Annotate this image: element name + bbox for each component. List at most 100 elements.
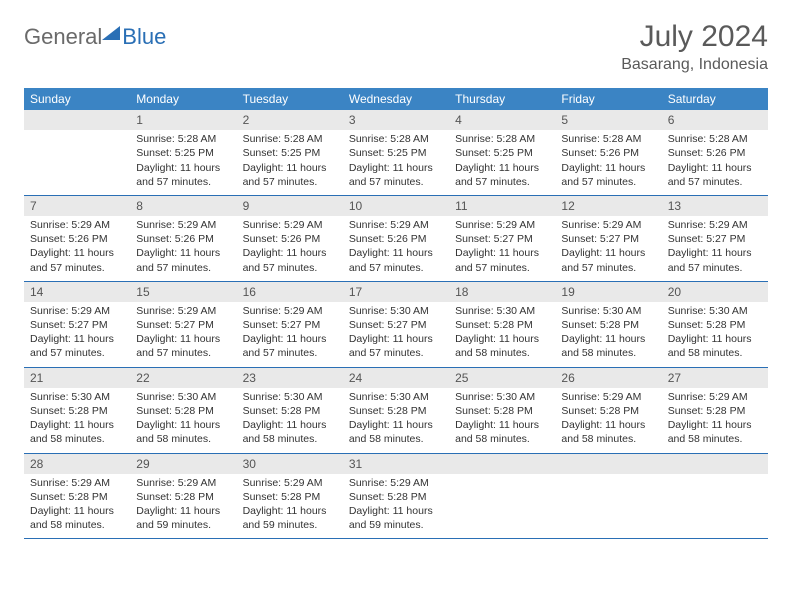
day-number: 15: [130, 281, 236, 302]
daylight-text: Daylight: 11 hours and 57 minutes.: [136, 246, 230, 274]
sunset-text: Sunset: 5:28 PM: [455, 404, 549, 418]
sunrise-text: Sunrise: 5:29 AM: [349, 218, 443, 232]
daylight-text: Daylight: 11 hours and 58 minutes.: [455, 418, 549, 446]
daylight-text: Daylight: 11 hours and 58 minutes.: [668, 332, 762, 360]
day-cell: Sunrise: 5:30 AMSunset: 5:28 PMDaylight:…: [343, 388, 449, 453]
sunset-text: Sunset: 5:26 PM: [136, 232, 230, 246]
day-cell: Sunrise: 5:29 AMSunset: 5:26 PMDaylight:…: [343, 216, 449, 281]
day-cell: Sunrise: 5:29 AMSunset: 5:26 PMDaylight:…: [130, 216, 236, 281]
data-row: Sunrise: 5:29 AMSunset: 5:27 PMDaylight:…: [24, 302, 768, 367]
sunrise-text: Sunrise: 5:29 AM: [243, 304, 337, 318]
day-number: 16: [237, 281, 343, 302]
day-cell: Sunrise: 5:28 AMSunset: 5:26 PMDaylight:…: [555, 130, 661, 195]
sunset-text: Sunset: 5:28 PM: [349, 404, 443, 418]
sunrise-text: Sunrise: 5:28 AM: [136, 132, 230, 146]
day-number: 22: [130, 367, 236, 388]
calendar-body: 123456Sunrise: 5:28 AMSunset: 5:25 PMDay…: [24, 110, 768, 539]
day-number: 26: [555, 367, 661, 388]
sunset-text: Sunset: 5:28 PM: [561, 318, 655, 332]
day-cell: Sunrise: 5:29 AMSunset: 5:28 PMDaylight:…: [237, 474, 343, 539]
daylight-text: Daylight: 11 hours and 58 minutes.: [349, 418, 443, 446]
day-number: [24, 110, 130, 130]
daylight-text: Daylight: 11 hours and 57 minutes.: [243, 332, 337, 360]
daylight-text: Daylight: 11 hours and 58 minutes.: [668, 418, 762, 446]
day-cell: Sunrise: 5:29 AMSunset: 5:28 PMDaylight:…: [130, 474, 236, 539]
sunrise-text: Sunrise: 5:30 AM: [561, 304, 655, 318]
daylight-text: Daylight: 11 hours and 57 minutes.: [136, 161, 230, 189]
day-header: Friday: [555, 88, 661, 110]
sunrise-text: Sunrise: 5:29 AM: [136, 218, 230, 232]
daylight-text: Daylight: 11 hours and 58 minutes.: [455, 332, 549, 360]
sunrise-text: Sunrise: 5:29 AM: [668, 218, 762, 232]
data-row: Sunrise: 5:30 AMSunset: 5:28 PMDaylight:…: [24, 388, 768, 453]
sunrise-text: Sunrise: 5:29 AM: [136, 304, 230, 318]
sunset-text: Sunset: 5:26 PM: [30, 232, 124, 246]
sunset-text: Sunset: 5:28 PM: [668, 318, 762, 332]
sunrise-text: Sunrise: 5:30 AM: [668, 304, 762, 318]
day-cell: Sunrise: 5:29 AMSunset: 5:28 PMDaylight:…: [24, 474, 130, 539]
day-number: 11: [449, 195, 555, 216]
data-row: Sunrise: 5:29 AMSunset: 5:28 PMDaylight:…: [24, 474, 768, 539]
day-cell: Sunrise: 5:29 AMSunset: 5:27 PMDaylight:…: [24, 302, 130, 367]
sunrise-text: Sunrise: 5:29 AM: [349, 476, 443, 490]
day-cell: Sunrise: 5:30 AMSunset: 5:28 PMDaylight:…: [555, 302, 661, 367]
day-number: 20: [662, 281, 768, 302]
sunset-text: Sunset: 5:28 PM: [30, 490, 124, 504]
day-number: 10: [343, 195, 449, 216]
sunset-text: Sunset: 5:27 PM: [561, 232, 655, 246]
daylight-text: Daylight: 11 hours and 57 minutes.: [349, 246, 443, 274]
sunrise-text: Sunrise: 5:29 AM: [30, 218, 124, 232]
sunset-text: Sunset: 5:28 PM: [243, 404, 337, 418]
daylight-text: Daylight: 11 hours and 59 minutes.: [349, 504, 443, 532]
sunrise-text: Sunrise: 5:29 AM: [561, 390, 655, 404]
sunrise-text: Sunrise: 5:28 AM: [561, 132, 655, 146]
day-number: 23: [237, 367, 343, 388]
day-number: 30: [237, 453, 343, 474]
day-number: 19: [555, 281, 661, 302]
day-cell: Sunrise: 5:30 AMSunset: 5:28 PMDaylight:…: [24, 388, 130, 453]
daylight-text: Daylight: 11 hours and 58 minutes.: [243, 418, 337, 446]
day-number: 6: [662, 110, 768, 130]
sunrise-text: Sunrise: 5:29 AM: [30, 304, 124, 318]
day-cell: Sunrise: 5:29 AMSunset: 5:26 PMDaylight:…: [237, 216, 343, 281]
sunset-text: Sunset: 5:26 PM: [349, 232, 443, 246]
daylight-text: Daylight: 11 hours and 57 minutes.: [668, 161, 762, 189]
day-header: Saturday: [662, 88, 768, 110]
day-number: 4: [449, 110, 555, 130]
sunrise-text: Sunrise: 5:29 AM: [668, 390, 762, 404]
sunset-text: Sunset: 5:27 PM: [349, 318, 443, 332]
day-number: 17: [343, 281, 449, 302]
sunrise-text: Sunrise: 5:30 AM: [455, 304, 549, 318]
day-number: 25: [449, 367, 555, 388]
day-number: 27: [662, 367, 768, 388]
daylight-text: Daylight: 11 hours and 57 minutes.: [349, 332, 443, 360]
sunrise-text: Sunrise: 5:29 AM: [561, 218, 655, 232]
day-cell: Sunrise: 5:29 AMSunset: 5:26 PMDaylight:…: [24, 216, 130, 281]
daylight-text: Daylight: 11 hours and 57 minutes.: [455, 161, 549, 189]
day-cell: Sunrise: 5:29 AMSunset: 5:27 PMDaylight:…: [449, 216, 555, 281]
sunrise-text: Sunrise: 5:29 AM: [243, 218, 337, 232]
day-cell: Sunrise: 5:28 AMSunset: 5:25 PMDaylight:…: [343, 130, 449, 195]
day-cell: Sunrise: 5:30 AMSunset: 5:28 PMDaylight:…: [449, 388, 555, 453]
day-number: 13: [662, 195, 768, 216]
day-number: 5: [555, 110, 661, 130]
day-header: Monday: [130, 88, 236, 110]
day-header-row: Sunday Monday Tuesday Wednesday Thursday…: [24, 88, 768, 110]
sunset-text: Sunset: 5:25 PM: [455, 146, 549, 160]
sunset-text: Sunset: 5:28 PM: [668, 404, 762, 418]
sunset-text: Sunset: 5:28 PM: [136, 490, 230, 504]
day-number: [662, 453, 768, 474]
day-number: 29: [130, 453, 236, 474]
day-header: Sunday: [24, 88, 130, 110]
daylight-text: Daylight: 11 hours and 58 minutes.: [30, 418, 124, 446]
day-cell: Sunrise: 5:28 AMSunset: 5:25 PMDaylight:…: [130, 130, 236, 195]
daylight-text: Daylight: 11 hours and 58 minutes.: [136, 418, 230, 446]
daylight-text: Daylight: 11 hours and 58 minutes.: [30, 504, 124, 532]
daynum-row: 14151617181920: [24, 281, 768, 302]
day-cell: Sunrise: 5:29 AMSunset: 5:28 PMDaylight:…: [555, 388, 661, 453]
brand-part1: General: [24, 24, 102, 50]
sunset-text: Sunset: 5:28 PM: [561, 404, 655, 418]
day-number: 21: [24, 367, 130, 388]
day-cell: [449, 474, 555, 539]
daylight-text: Daylight: 11 hours and 57 minutes.: [349, 161, 443, 189]
